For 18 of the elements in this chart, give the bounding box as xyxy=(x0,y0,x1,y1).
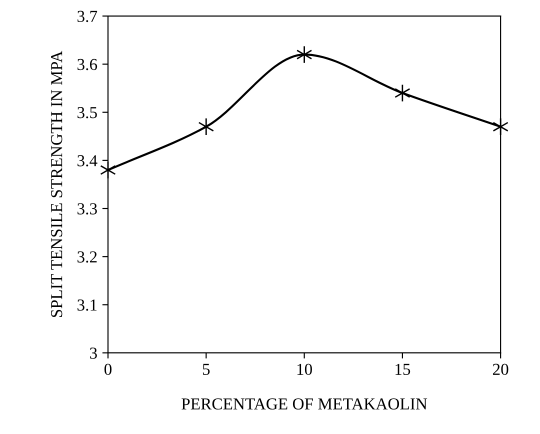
x-tick-label: 10 xyxy=(297,364,312,375)
y-tick-label: 3 xyxy=(90,348,97,359)
x-tick-label: 20 xyxy=(492,364,508,375)
x-tick-label: 5 xyxy=(202,364,210,375)
point xyxy=(198,118,214,136)
point xyxy=(394,84,410,102)
y-tick-label: 3.1 xyxy=(78,299,97,311)
y-tick-label: 3.6 xyxy=(78,58,98,70)
x-tick-label: 15 xyxy=(396,364,410,375)
x-tick-label: 0 xyxy=(104,364,112,375)
y-tick-label: 3.4 xyxy=(78,155,98,166)
x-axis-title: PERCENTAGE OF METAKAOLIN xyxy=(182,398,428,410)
y-tick-label: 3.7 xyxy=(78,10,98,22)
y-tick-label: 3.2 xyxy=(78,251,97,263)
y-tick-label: 3.3 xyxy=(78,203,97,215)
y-tick-label: 3.5 xyxy=(78,107,97,118)
y-axis-title: SPLIT TENSILE STRENGTH IN MPA xyxy=(51,50,62,317)
point xyxy=(296,46,312,64)
